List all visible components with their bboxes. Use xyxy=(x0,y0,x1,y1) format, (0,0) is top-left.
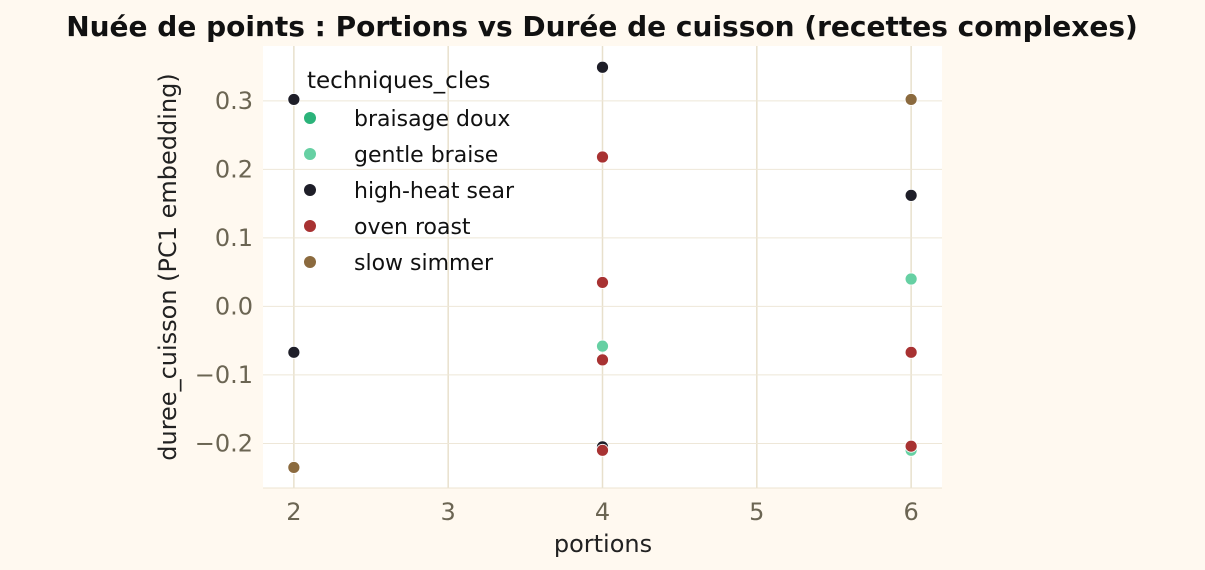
y-tick-label: 0.2 xyxy=(215,155,253,183)
point-high-heat-sear xyxy=(287,345,301,359)
y-tick-label: −0.1 xyxy=(195,361,253,389)
x-tick-label: 5 xyxy=(749,498,764,526)
legend-marker xyxy=(304,148,316,160)
point-high-heat-sear xyxy=(596,60,609,74)
x-tick-label: 3 xyxy=(441,498,456,526)
y-tick-label: 0.0 xyxy=(215,292,253,320)
legend-marker xyxy=(304,184,316,196)
x-axis-ticks: 2 3 4 5 6 xyxy=(286,498,919,526)
x-tick-label: 2 xyxy=(286,498,301,526)
point-slow-simmer xyxy=(904,93,918,106)
legend-item-label: gentle braise xyxy=(354,143,498,168)
point-oven-roast xyxy=(596,276,609,289)
y-tick-label: 0.1 xyxy=(215,224,253,252)
legend-title: techniques_cles xyxy=(307,68,490,94)
legend-item-label: braisage doux xyxy=(354,107,510,132)
y-tick-label: 0.3 xyxy=(215,87,253,115)
legend-item-label: slow simmer xyxy=(354,251,494,276)
point-gentle-braise xyxy=(596,339,609,353)
point-oven-roast xyxy=(596,150,609,164)
legend-item-label: high-heat sear xyxy=(354,179,515,204)
legend-item-label: oven roast xyxy=(354,215,471,240)
grid-lines xyxy=(263,46,942,489)
legend-marker xyxy=(304,112,316,124)
y-tick-label: −0.2 xyxy=(195,429,253,457)
point-gentle-braise xyxy=(904,272,918,286)
point-oven-roast xyxy=(596,353,609,367)
point-high-heat-sear xyxy=(904,188,918,202)
data-points xyxy=(287,60,918,474)
legend-marker xyxy=(304,256,316,268)
x-tick-label: 4 xyxy=(595,498,610,526)
y-axis-label: duree_cuisson (PC1 embedding) xyxy=(154,73,182,461)
point-oven-roast xyxy=(904,345,918,359)
point-high-heat-sear xyxy=(287,93,301,106)
chart-title: Nuée de points : Portions vs Durée de cu… xyxy=(66,10,1138,43)
legend-marker xyxy=(304,220,316,232)
x-axis-label: portions xyxy=(554,530,652,558)
y-axis-ticks: −0.2 −0.1 0.0 0.1 0.2 0.3 xyxy=(195,87,253,458)
point-oven-roast xyxy=(904,439,918,453)
x-tick-label: 6 xyxy=(903,498,918,526)
point-slow-simmer xyxy=(287,461,301,474)
point-oven-roast xyxy=(596,443,609,457)
legend: techniques_cles braisage doux gentle brai… xyxy=(304,68,515,276)
